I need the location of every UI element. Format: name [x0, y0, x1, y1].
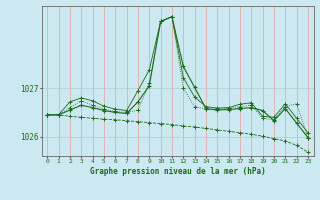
X-axis label: Graphe pression niveau de la mer (hPa): Graphe pression niveau de la mer (hPa): [90, 167, 266, 176]
